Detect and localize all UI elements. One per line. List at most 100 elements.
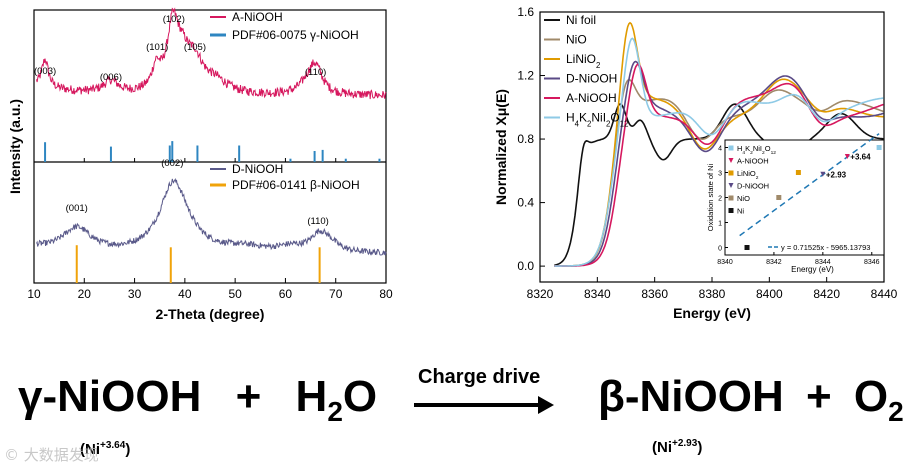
xanes-y-tick-label: 1.6	[517, 5, 534, 19]
reaction-right-side: β-NiOOH + O2	[598, 372, 904, 428]
inset-point-d-niooh	[820, 171, 826, 177]
inset-legend-label-part: 2	[762, 150, 765, 156]
inset-frame	[724, 139, 885, 256]
xanes-legend-label-part: D-NiOOH	[566, 72, 617, 86]
product-oxygen: O2	[853, 372, 904, 427]
xrd-peak-label: (001)	[66, 203, 88, 214]
xanes-x-tick-label: 8380	[699, 287, 726, 301]
xanes-legend-label-part: LiNiO	[566, 52, 596, 66]
inset-point-ni	[744, 245, 750, 250]
xanes-legend-label: NiO	[566, 33, 587, 47]
inset-y-tick-label: 0	[718, 246, 722, 253]
inset-legend-marker	[728, 195, 734, 201]
xrd-peak-label: (003)	[34, 66, 56, 77]
oxidation-state-right: (Ni+2.93)	[652, 438, 703, 456]
xrd-x-axis-label: 2-Theta (degree)	[156, 306, 265, 322]
xrd-peak-label: (006)	[100, 72, 122, 83]
product-beta-niooh: β-NiOOH	[598, 372, 784, 421]
reactant-gamma-niooh: γ-NiOOH	[18, 372, 202, 421]
inset-x-tick-label: 8340	[717, 259, 733, 266]
reaction-arrow	[414, 396, 554, 414]
inset-legend-marker	[728, 145, 734, 151]
reaction-left-side: γ-NiOOH + H2O	[18, 372, 377, 428]
inset-x-tick-label: 8346	[864, 259, 880, 266]
xanes-x-tick-label: 8400	[756, 287, 783, 301]
xrd-x-tick-label: 80	[379, 287, 393, 301]
xrd-x-tick-label: 60	[279, 287, 293, 301]
d-niooh-xrd-pattern	[36, 178, 387, 256]
inset-legend-label: H4K2NiI2O12	[737, 144, 776, 156]
inset-legend-label-part: NiO	[737, 194, 750, 203]
xrd-peak-label: (110)	[307, 216, 328, 227]
inset-legend-label-part: D-NiOOH	[737, 182, 769, 191]
legend-beta-label: PDF#06-0141 β-NiOOH	[232, 178, 360, 192]
xrd-frame	[33, 9, 387, 284]
legend-d-niooh-label: D-NiOOH	[232, 162, 283, 176]
xanes-legend-label: A-NiOOH	[566, 91, 617, 105]
inset-point-nio	[776, 195, 782, 200]
inset-legend-label-part: LiNiO	[737, 169, 756, 178]
inset-y-tick-label: 3	[718, 171, 722, 178]
inset-legend-label-part: A-NiOOH	[737, 157, 769, 166]
inset-legend-label: Ni	[737, 207, 744, 216]
legend-gamma-label: PDF#06-0075 γ-NiOOH	[232, 28, 359, 42]
inset-legend-marker	[728, 158, 734, 163]
inset-legend-label-part: H	[737, 144, 742, 153]
inset-x-axis-label: Energy (eV)	[791, 265, 834, 274]
oxidation-state-left: (Ni+3.64)	[80, 440, 131, 458]
inset-x-tick-label: 8342	[766, 259, 782, 266]
xanes-legend-label-part: K	[579, 111, 587, 125]
legend-a-niooh-label: A-NiOOH	[232, 10, 283, 24]
a-niooh-xrd-pattern	[36, 7, 387, 100]
xrd-x-tick-label: 30	[128, 287, 142, 301]
xanes-legend-label-part: 12	[620, 119, 629, 128]
xanes-legend-label-part: O	[610, 111, 619, 125]
xanes-legend-label-part: 2	[587, 119, 591, 128]
xanes-legend-label-part: NiI	[591, 111, 606, 125]
xanes-legend-label-part: NiO	[566, 33, 587, 47]
xanes-series-h4k2nii2o12	[554, 37, 884, 267]
xanes-legend-label-part: A-NiOOH	[566, 91, 617, 105]
xanes-y-axis-label: Normalized Xμ(E)	[493, 89, 509, 205]
inset-legend-label-part: NiI	[753, 144, 762, 153]
inset-y-axis-label: Oxidation state of Ni	[706, 163, 715, 231]
xanes-legend-label-part: H	[566, 111, 575, 125]
xanes-y-tick-label: 1.2	[517, 69, 534, 83]
inset-legend-label-part: 4	[742, 150, 745, 156]
inset-legend-label: LiNiO2	[737, 169, 759, 181]
inset-point-h4k2nii2o12	[876, 145, 882, 150]
inset-legend-label-part: Ni	[737, 207, 744, 216]
inset-legend-label-part: 12	[771, 150, 777, 156]
xrd-chart: 10 20 30 40 50 60 70 80 2-Theta (degree) Intensit…	[7, 7, 393, 322]
inset-legend-label-part: O	[765, 144, 771, 153]
xrd-peak-label: (102)	[163, 14, 185, 25]
xanes-legend-label-part: 2	[606, 119, 610, 128]
xanes-chart: 8320 8340 8360 8380 8400 8420 8440 0.0 0.4 0.8 1.2…	[493, 5, 898, 321]
inset-y-tick-label: 2	[718, 196, 722, 203]
reactant-water: H2O	[295, 372, 378, 427]
inset-legend-label: A-NiOOH	[737, 157, 769, 166]
inset-legend-marker	[728, 183, 734, 188]
xanes-legend-label-part: 2	[596, 61, 600, 70]
xanes-x-tick-label: 8340	[584, 287, 611, 301]
inset-legend-marker	[728, 170, 734, 176]
xrd-x-tick-label: 10	[27, 287, 41, 301]
inset-legend-label: D-NiOOH	[737, 182, 769, 191]
xanes-legend-label: Ni foil	[566, 13, 596, 27]
inset-legend-label-part: 2	[756, 175, 759, 181]
xrd-x-tick-label: 20	[78, 287, 92, 301]
xanes-legend-label-part: 4	[575, 119, 580, 128]
inset-annotation: +3.64	[850, 153, 871, 162]
arrow-label: Charge drive	[418, 366, 541, 388]
xanes-x-tick-label: 8360	[641, 287, 668, 301]
figure-canvas: 10 20 30 40 50 60 70 802-Theta (degree)Intensit…	[7, 5, 898, 322]
xanes-legend-label: H4K2NiI2O12	[566, 111, 628, 129]
xanes-x-tick-label: 8440	[871, 287, 898, 301]
xrd-peak-label: (002)	[161, 158, 183, 169]
xrd-peak-label: (110)	[305, 67, 326, 78]
inset-y-tick-label: 1	[718, 221, 722, 228]
xrd-peak-label: (101)	[146, 42, 168, 53]
inset-y-tick-label: 4	[718, 146, 722, 153]
inset-fit-legend-label: y = 0.71525x - 5965.13793	[781, 243, 870, 252]
xanes-series-a-niooh	[554, 63, 884, 267]
